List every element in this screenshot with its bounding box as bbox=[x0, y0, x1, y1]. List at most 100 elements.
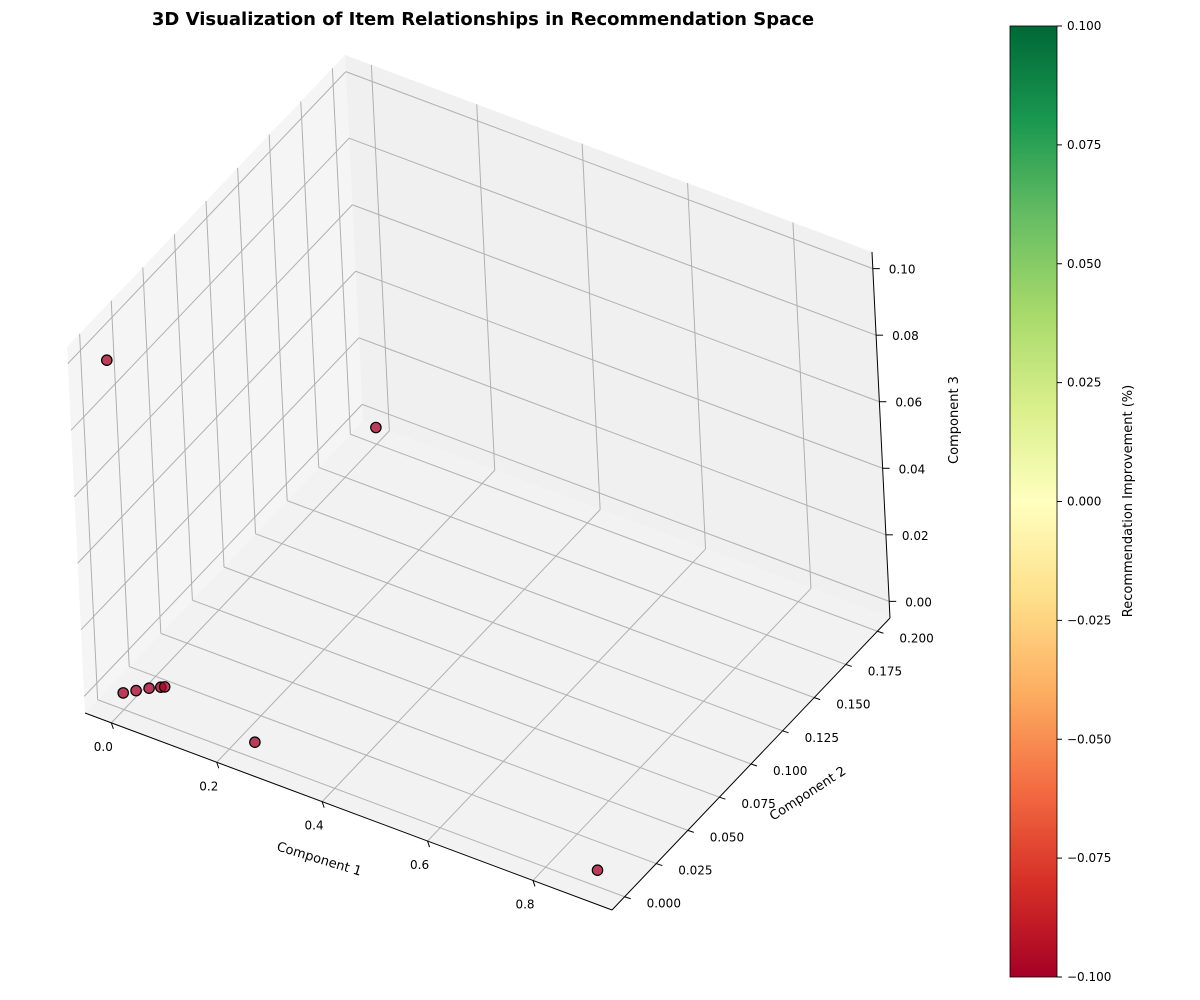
colorbar-tick-label: 0.025 bbox=[1067, 376, 1101, 390]
grid-line-z bbox=[348, 137, 877, 336]
y-tick-label: 0.025 bbox=[678, 864, 712, 878]
grid-line-y bbox=[142, 267, 162, 634]
grid-line-y bbox=[300, 101, 320, 468]
x-tick-label: 0.6 bbox=[410, 858, 429, 872]
y-tick-label: 0.200 bbox=[899, 631, 933, 645]
grid-line-z bbox=[70, 137, 350, 431]
chart-title: 3D Visualization of Item Relationships i… bbox=[152, 9, 814, 30]
y-tick bbox=[750, 763, 758, 767]
grid-line-y bbox=[268, 134, 288, 501]
x-tick bbox=[216, 762, 220, 769]
grid-line-z bbox=[83, 404, 363, 697]
x-tick bbox=[321, 801, 325, 808]
data-point bbox=[101, 354, 113, 366]
y-tick bbox=[719, 796, 726, 800]
tick-marks bbox=[110, 268, 897, 900]
grid-line-z bbox=[358, 337, 887, 536]
grid-line-y bbox=[205, 200, 225, 568]
colorbar-tick-label: −0.075 bbox=[1067, 851, 1111, 865]
z-tick-label: 0.06 bbox=[895, 396, 922, 410]
colorbar bbox=[1009, 25, 1058, 978]
z-axis-line bbox=[871, 251, 891, 619]
grid-line-x bbox=[370, 64, 390, 431]
colorbar-tick-label: 0.100 bbox=[1067, 19, 1101, 33]
colorbar-tick-label: −0.050 bbox=[1067, 732, 1111, 746]
x-tick-label: 0.4 bbox=[305, 819, 324, 833]
colorbar-tick-label: 0.000 bbox=[1067, 495, 1101, 509]
colorbar-label: Recommendation Improvement (%) bbox=[1121, 385, 1136, 617]
grid-line-z bbox=[355, 270, 883, 469]
grid-line-y bbox=[129, 666, 657, 865]
colorbar-ticks: −0.100 −0.075 −0.050 −0.025 0.000 0.025 0.050 0… bbox=[1057, 19, 1111, 984]
grid-line-y bbox=[160, 632, 688, 831]
data-point bbox=[591, 864, 604, 876]
grid-line-x bbox=[581, 143, 601, 510]
tick-labels: 0.00.20.40.60.8 0.0000.0250.0500.0750.100… bbox=[94, 263, 934, 912]
colorbar-tick-label: −0.100 bbox=[1067, 970, 1111, 984]
grid-line-y bbox=[223, 566, 752, 765]
y-tick bbox=[845, 663, 852, 667]
grid-line-z bbox=[74, 204, 353, 498]
grid-line-y bbox=[350, 433, 878, 632]
data-point bbox=[249, 736, 261, 748]
data-point bbox=[370, 421, 382, 434]
y-tick-label: 0.075 bbox=[741, 797, 775, 811]
grid-line-z bbox=[352, 204, 880, 403]
y-tick bbox=[877, 630, 884, 634]
y-tick-label: 0.175 bbox=[868, 665, 902, 679]
y-tick bbox=[814, 697, 821, 701]
y-tick-label: 0.000 bbox=[647, 897, 681, 911]
grid-line-y bbox=[287, 500, 815, 699]
x-tick-label: 0.0 bbox=[94, 740, 113, 754]
grid-line-z bbox=[345, 71, 873, 270]
y-tick bbox=[782, 730, 789, 734]
grid-line-y bbox=[331, 68, 351, 435]
z-tick-label: 0.10 bbox=[889, 263, 916, 277]
grid-line-y bbox=[255, 533, 783, 732]
grid-line-z bbox=[67, 71, 347, 364]
colorbar-tick-label: 0.050 bbox=[1067, 257, 1101, 271]
grid-lines bbox=[67, 64, 890, 898]
z-tick-label: 0.02 bbox=[902, 529, 929, 543]
y-tick-label: 0.100 bbox=[773, 764, 807, 778]
data-points bbox=[101, 354, 604, 876]
grid-line-z bbox=[80, 337, 360, 631]
y-tick-label: 0.150 bbox=[836, 698, 870, 712]
x-tick bbox=[110, 722, 114, 730]
y-tick bbox=[656, 863, 663, 867]
z-tick-label: 0.04 bbox=[899, 462, 926, 476]
grid-line-x bbox=[476, 104, 496, 471]
data-point bbox=[130, 684, 142, 697]
z-axis-label: Component 3 bbox=[947, 376, 962, 464]
z-tick-label: 0.08 bbox=[892, 329, 919, 343]
grid-line-y bbox=[97, 699, 625, 898]
data-point bbox=[158, 681, 171, 693]
grid-line-y bbox=[173, 234, 193, 601]
x-tick-label: 0.8 bbox=[515, 898, 534, 912]
x-axis-line bbox=[84, 712, 613, 911]
grid-line-x bbox=[792, 222, 812, 589]
y-tick bbox=[624, 896, 631, 900]
data-point bbox=[143, 682, 155, 694]
x-tick bbox=[532, 880, 536, 887]
x-tick bbox=[427, 840, 431, 848]
grid-line-z bbox=[362, 403, 890, 602]
x-axis-label: Component 1 bbox=[275, 840, 363, 880]
y-tick bbox=[687, 829, 694, 833]
colorbar-tick-label: −0.025 bbox=[1067, 613, 1111, 627]
grid-line-x bbox=[687, 183, 707, 550]
colorbar-tick-label: 0.075 bbox=[1067, 138, 1101, 152]
grid-line-y bbox=[318, 466, 846, 665]
grid-line-y bbox=[192, 599, 720, 798]
grid-line-y bbox=[237, 167, 257, 534]
grid-line-y bbox=[79, 333, 99, 700]
x-tick-label: 0.2 bbox=[199, 779, 218, 793]
z-tick-label: 0.00 bbox=[905, 595, 932, 609]
grid-line-z bbox=[77, 270, 356, 564]
y-tick-label: 0.050 bbox=[710, 830, 744, 844]
grid-line-y bbox=[110, 300, 130, 667]
data-point bbox=[117, 687, 129, 699]
y-tick-label: 0.125 bbox=[805, 731, 839, 745]
